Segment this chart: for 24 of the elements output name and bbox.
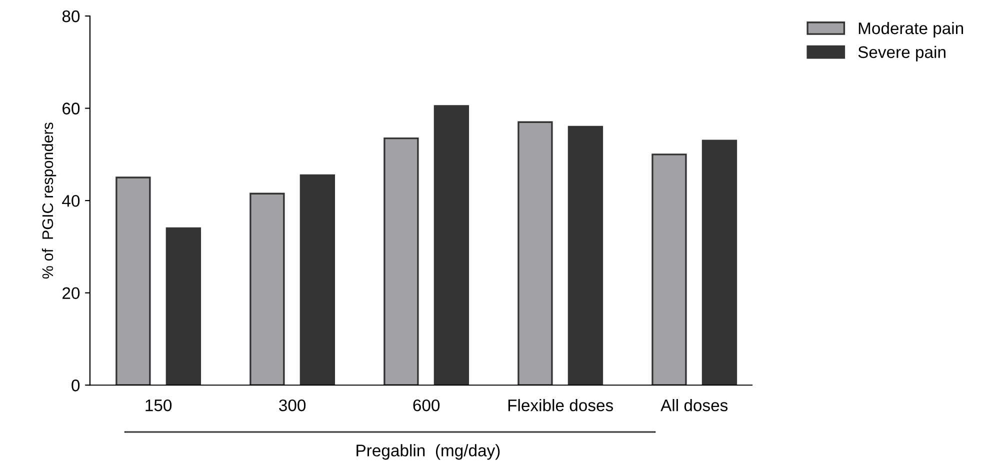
bar — [568, 126, 604, 386]
bar — [652, 154, 687, 386]
bar — [250, 192, 285, 386]
y-axis-title: % of PGIC responders — [42, 122, 56, 279]
y-tick-label: 60 — [62, 102, 80, 114]
x-tick-label: 150 — [146, 399, 172, 412]
bar — [518, 121, 553, 386]
bar — [434, 105, 470, 386]
x-axis-title: Pregablin (mg/day) — [356, 444, 500, 460]
y-tick-label: 80 — [62, 10, 80, 22]
bar — [166, 227, 202, 386]
bar — [300, 174, 336, 386]
bar — [116, 176, 151, 386]
bar — [702, 140, 738, 386]
y-tick-label: 0 — [72, 380, 80, 392]
legend-label: Moderate pain — [858, 22, 964, 38]
legend-label: Severe pain — [858, 46, 946, 62]
x-tick-label: All doses — [660, 399, 728, 412]
x-tick-label: 600 — [413, 399, 440, 412]
y-tick-label: 20 — [62, 287, 80, 300]
bar — [384, 137, 419, 386]
x-tick-label: 300 — [279, 399, 306, 412]
x-tick-label: Flexible doses — [508, 399, 613, 412]
y-tick-label: 40 — [62, 194, 80, 207]
